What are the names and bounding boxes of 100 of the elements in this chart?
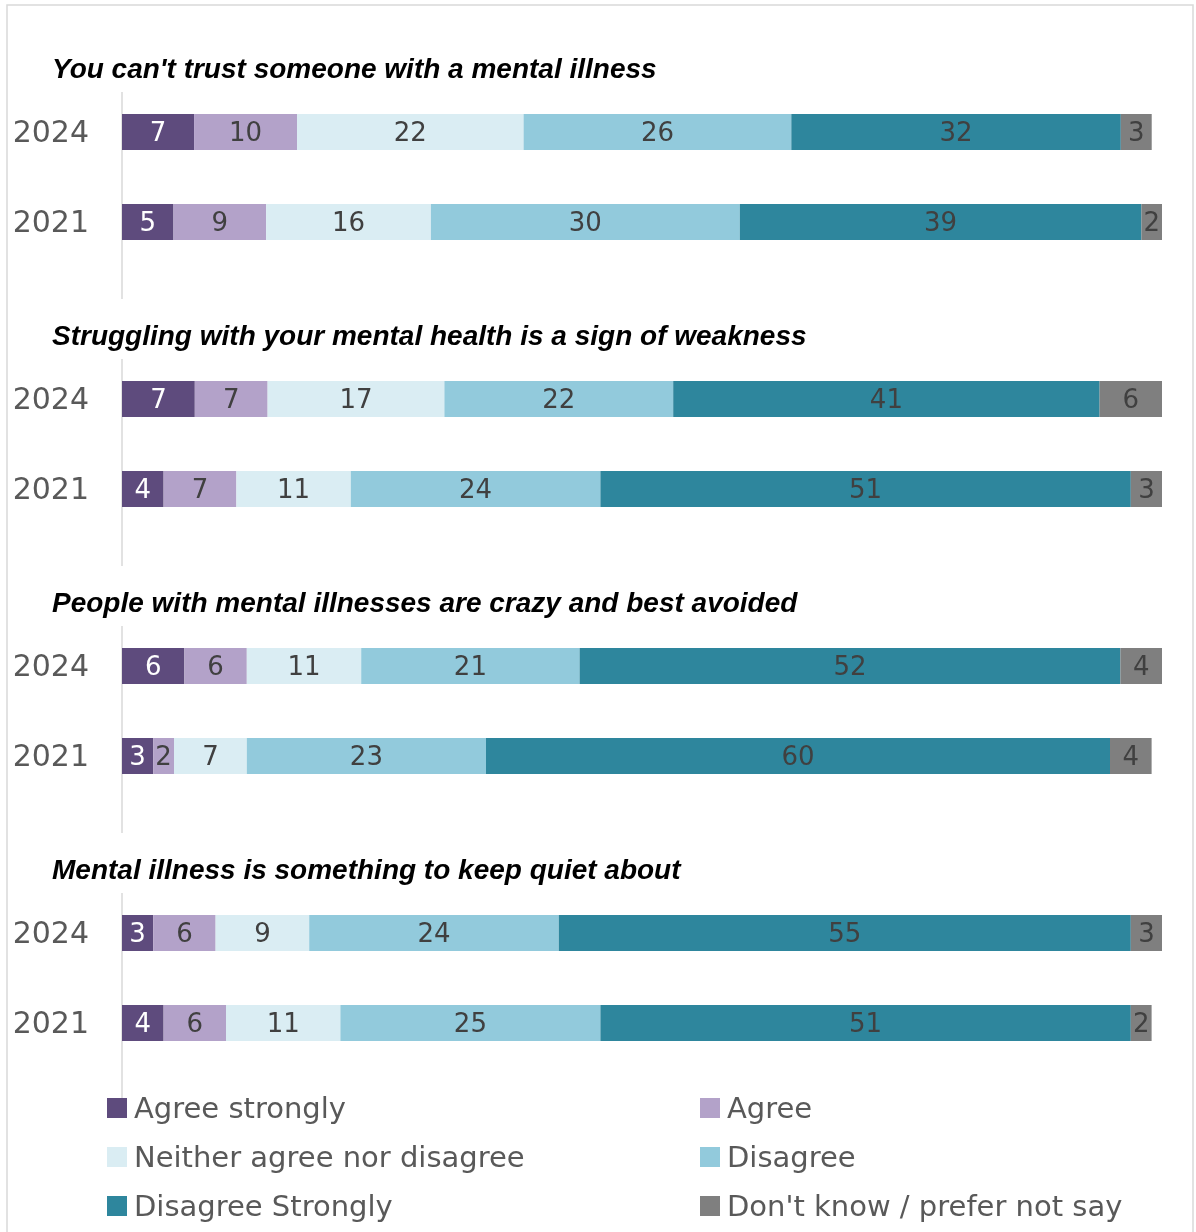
data-label: 24 <box>417 918 451 948</box>
y-tick-label: 2024 <box>12 914 89 950</box>
chart-title: People with mental illnesses are crazy and best avoided <box>52 587 799 618</box>
data-label: 25 <box>453 1008 487 1038</box>
data-label: 4 <box>1132 651 1150 681</box>
bar <box>1110 738 1152 774</box>
y-tick-label: 2021 <box>12 203 89 239</box>
bar <box>1099 381 1162 417</box>
data-label: 2 <box>155 741 172 771</box>
data-label: 11 <box>266 1008 300 1038</box>
bar <box>267 381 445 417</box>
data-label: 9 <box>211 207 229 237</box>
chart-title: Mental illness is something to keep quiet about <box>52 854 683 885</box>
data-label: 4 <box>1122 741 1140 771</box>
data-label: 6 <box>186 1008 204 1038</box>
bar <box>122 381 195 417</box>
bar <box>153 915 216 951</box>
data-label: 17 <box>339 384 373 414</box>
data-label: 4 <box>134 1008 152 1038</box>
bar <box>600 471 1131 507</box>
data-label: 2 <box>1143 207 1160 237</box>
data-label: 51 <box>849 474 883 504</box>
y-tick-label: 2024 <box>12 647 89 683</box>
bar <box>246 738 486 774</box>
data-label: 11 <box>277 474 311 504</box>
data-label: 41 <box>869 384 903 414</box>
data-label: 4 <box>134 474 152 504</box>
data-label: 6 <box>207 651 224 681</box>
data-label: 6 <box>144 651 162 681</box>
data-label: 21 <box>453 651 487 681</box>
data-label: 11 <box>287 651 321 681</box>
y-tick-label: 2024 <box>12 380 89 416</box>
bar <box>122 648 185 684</box>
bar <box>739 204 1142 240</box>
bar <box>791 114 1121 150</box>
bar <box>1120 648 1162 684</box>
bar <box>523 114 792 150</box>
chart-title: You can't trust someone with a mental illness <box>52 53 657 84</box>
data-label: 55 <box>828 918 862 948</box>
bar <box>173 204 267 240</box>
data-label: 22 <box>542 384 576 414</box>
bar <box>122 1005 164 1041</box>
data-label: 3 <box>129 918 146 948</box>
data-label: 10 <box>229 117 263 147</box>
y-tick-label: 2021 <box>12 470 89 506</box>
data-label: 16 <box>331 207 366 237</box>
bar <box>673 381 1100 417</box>
data-label: 3 <box>1127 117 1145 147</box>
bar <box>309 915 559 951</box>
bar <box>215 915 310 951</box>
bar <box>163 1005 226 1041</box>
bar <box>600 1005 1131 1041</box>
bar <box>226 1005 341 1041</box>
bar <box>558 915 1131 951</box>
data-label: 3 <box>1138 474 1155 504</box>
bar <box>163 471 237 507</box>
data-label: 26 <box>640 117 674 147</box>
data-label: 7 <box>150 384 167 414</box>
data-label: 6 <box>1122 384 1140 414</box>
legend-label: Disagree <box>727 1140 856 1174</box>
bar <box>174 738 247 774</box>
bar <box>236 471 351 507</box>
bar <box>122 471 164 507</box>
data-label: 3 <box>1138 918 1155 948</box>
bar <box>361 648 580 684</box>
bar <box>246 648 362 684</box>
data-label: 7 <box>149 117 167 147</box>
data-label: 7 <box>202 741 219 771</box>
bar <box>579 648 1121 684</box>
legend-label: Neither agree nor disagree <box>134 1140 525 1174</box>
data-label: 23 <box>349 741 383 771</box>
data-label: 7 <box>191 474 209 504</box>
data-label: 22 <box>393 117 427 147</box>
data-label: 7 <box>222 384 240 414</box>
data-label: 9 <box>254 918 271 948</box>
bar <box>184 648 247 684</box>
data-label: 2 <box>1132 1008 1150 1038</box>
bar <box>340 1005 601 1041</box>
chart-title: Struggling with your mental health is a sign of weakness <box>52 320 807 351</box>
y-tick-label: 2021 <box>12 737 89 773</box>
data-label: 51 <box>849 1008 883 1038</box>
data-label: 39 <box>924 207 958 237</box>
data-label: 6 <box>176 918 193 948</box>
y-tick-label: 2024 <box>12 113 89 149</box>
data-label: 30 <box>568 207 602 237</box>
data-label: 32 <box>939 117 973 147</box>
bar <box>266 204 431 240</box>
bar <box>122 114 195 150</box>
bar <box>350 471 601 507</box>
bar <box>194 381 268 417</box>
legend-label: Agree <box>727 1091 813 1125</box>
bar <box>297 114 524 150</box>
y-tick-label: 2021 <box>12 1004 89 1040</box>
bar <box>486 738 1110 774</box>
bar <box>444 381 674 417</box>
data-label: 5 <box>139 207 157 237</box>
data-label: 52 <box>833 651 867 681</box>
data-label: 60 <box>781 741 815 771</box>
bar <box>122 204 174 240</box>
data-label: 24 <box>459 474 493 504</box>
